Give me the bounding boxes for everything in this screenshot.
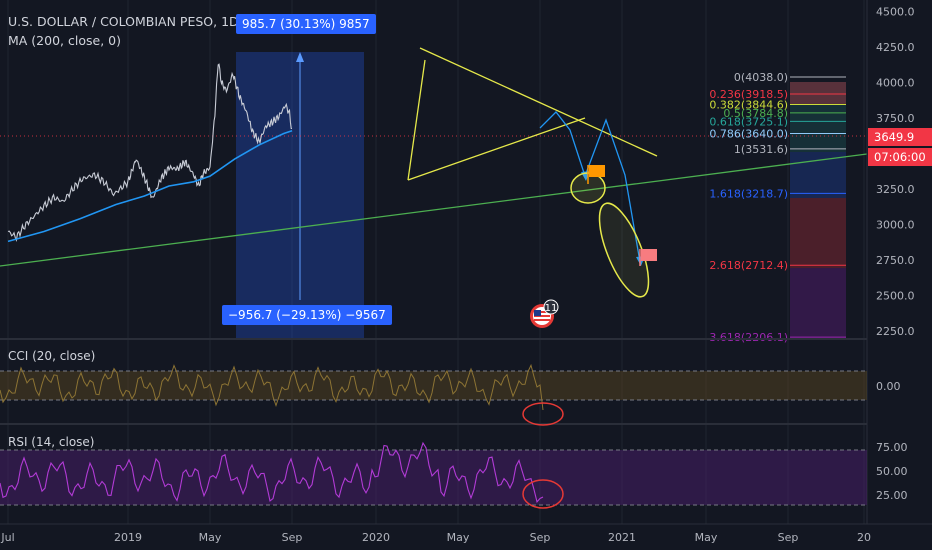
flag-red-icon[interactable] bbox=[639, 249, 657, 266]
y-tick-label: 2750.0 bbox=[876, 254, 915, 267]
price-axis[interactable]: 2250.02500.02750.03000.03250.03500.03750… bbox=[876, 5, 915, 338]
ma-200-series bbox=[7, 129, 293, 243]
y-tick-label: 2250.0 bbox=[876, 325, 915, 338]
fib-level-label: 0.382(3844.6) bbox=[709, 98, 788, 111]
vertical-grid bbox=[7, 0, 865, 524]
us-flag-event-icon[interactable]: 11 bbox=[530, 299, 559, 328]
rsi-band bbox=[0, 450, 867, 505]
y-tick-label: 3750.0 bbox=[876, 112, 915, 125]
measure-up-badge: 985.7 (30.13%) 9857 bbox=[236, 14, 376, 34]
flag-orange-icon[interactable] bbox=[587, 165, 605, 184]
symbol-title[interactable]: U.S. DOLLAR / COLOMBIAN PESO, 1D, IDC bbox=[8, 14, 269, 29]
fib-level-label: 0.786(3640.0) bbox=[709, 127, 788, 140]
fib-level-label: 3.618(2206.1) bbox=[709, 331, 788, 344]
fib-zone-1 bbox=[790, 152, 846, 198]
cci-series bbox=[0, 363, 544, 411]
x-tick-label: May bbox=[695, 531, 718, 544]
cci-axis[interactable]: 0.00 bbox=[876, 380, 901, 393]
fib-labels: 0(4038.0) 0.236(3918.5)0.382(3844.6)0.5(3… bbox=[709, 71, 788, 344]
y-tick-label: 3000.0 bbox=[876, 218, 915, 231]
x-tick-label: 2021 bbox=[608, 531, 636, 544]
fib-level-label: 0.5(3784.8) bbox=[723, 107, 788, 120]
last-price-tag: 3649.9 bbox=[868, 128, 932, 146]
x-tick-label: Jul bbox=[0, 531, 14, 544]
triangle-base-line[interactable] bbox=[407, 117, 586, 181]
cci-highlight-ellipse[interactable] bbox=[522, 402, 564, 426]
x-tick-label: Sep bbox=[282, 531, 303, 544]
fib-level-label: 1(3531.6) bbox=[734, 143, 788, 156]
triangle-upper-line[interactable] bbox=[419, 47, 658, 157]
rsi-tick-label: 50.00 bbox=[876, 465, 908, 478]
x-tick-label: 2019 bbox=[114, 531, 142, 544]
time-axis[interactable]: Jul 2019 May Sep 2020 May Sep 2021 May Sep 20 bbox=[0, 531, 871, 544]
x-tick-label: 20 bbox=[857, 531, 871, 544]
price-series bbox=[7, 63, 292, 243]
measure-down-badge: −956.7 (−29.13%) −9567 bbox=[222, 305, 392, 325]
triangle-lower-line[interactable] bbox=[407, 59, 426, 181]
x-tick-label: May bbox=[447, 531, 470, 544]
support-trendline[interactable] bbox=[0, 153, 867, 267]
rsi-pane[interactable] bbox=[0, 441, 867, 509]
event-badge-count: 11 bbox=[545, 303, 558, 314]
y-tick-label: 3250.0 bbox=[876, 183, 915, 196]
rsi-axis[interactable]: 25.00 50.00 75.00 bbox=[876, 441, 908, 502]
x-tick-label: Sep bbox=[778, 531, 799, 544]
cci-tick-label: 0.00 bbox=[876, 380, 901, 393]
measure-arrowhead bbox=[296, 52, 304, 62]
fib-level-label: 1.618(3218.7) bbox=[709, 187, 788, 200]
rsi-label[interactable]: RSI (14, close) bbox=[8, 435, 95, 449]
fib-levels bbox=[790, 76, 846, 338]
ma-indicator-label[interactable]: MA (200, close, 0) bbox=[8, 33, 121, 48]
rsi-tick-label: 75.00 bbox=[876, 441, 908, 454]
fib-level-label: 2.618(2712.4) bbox=[709, 259, 788, 272]
y-tick-label: 4500.0 bbox=[876, 5, 915, 18]
cci-pane[interactable] bbox=[0, 363, 867, 426]
y-tick-label: 4250.0 bbox=[876, 41, 915, 54]
fib-level-label: 0.618(3725.1) bbox=[709, 115, 788, 128]
fib-zone-3 bbox=[790, 268, 846, 338]
cci-label[interactable]: CCI (20, close) bbox=[8, 349, 96, 363]
fib-zone-2 bbox=[790, 198, 846, 268]
fib-zone-top-red bbox=[790, 82, 846, 104]
target-ellipse-2[interactable] bbox=[590, 197, 659, 302]
y-tick-label: 2500.0 bbox=[876, 289, 915, 302]
fib-level-label: 0(4038.0) bbox=[734, 71, 788, 84]
rsi-highlight-ellipse[interactable] bbox=[522, 479, 564, 509]
x-tick-label: May bbox=[199, 531, 222, 544]
rsi-tick-label: 25.00 bbox=[876, 489, 908, 502]
x-tick-label: Sep bbox=[530, 531, 551, 544]
price-pane[interactable]: 11 bbox=[0, 47, 867, 338]
rsi-series bbox=[0, 441, 544, 504]
countdown-tag: 07:06:00 bbox=[868, 148, 932, 166]
fib-level-label: 0.236(3918.5) bbox=[709, 88, 788, 101]
y-tick-label: 4000.0 bbox=[876, 76, 915, 89]
x-tick-label: 2020 bbox=[362, 531, 390, 544]
